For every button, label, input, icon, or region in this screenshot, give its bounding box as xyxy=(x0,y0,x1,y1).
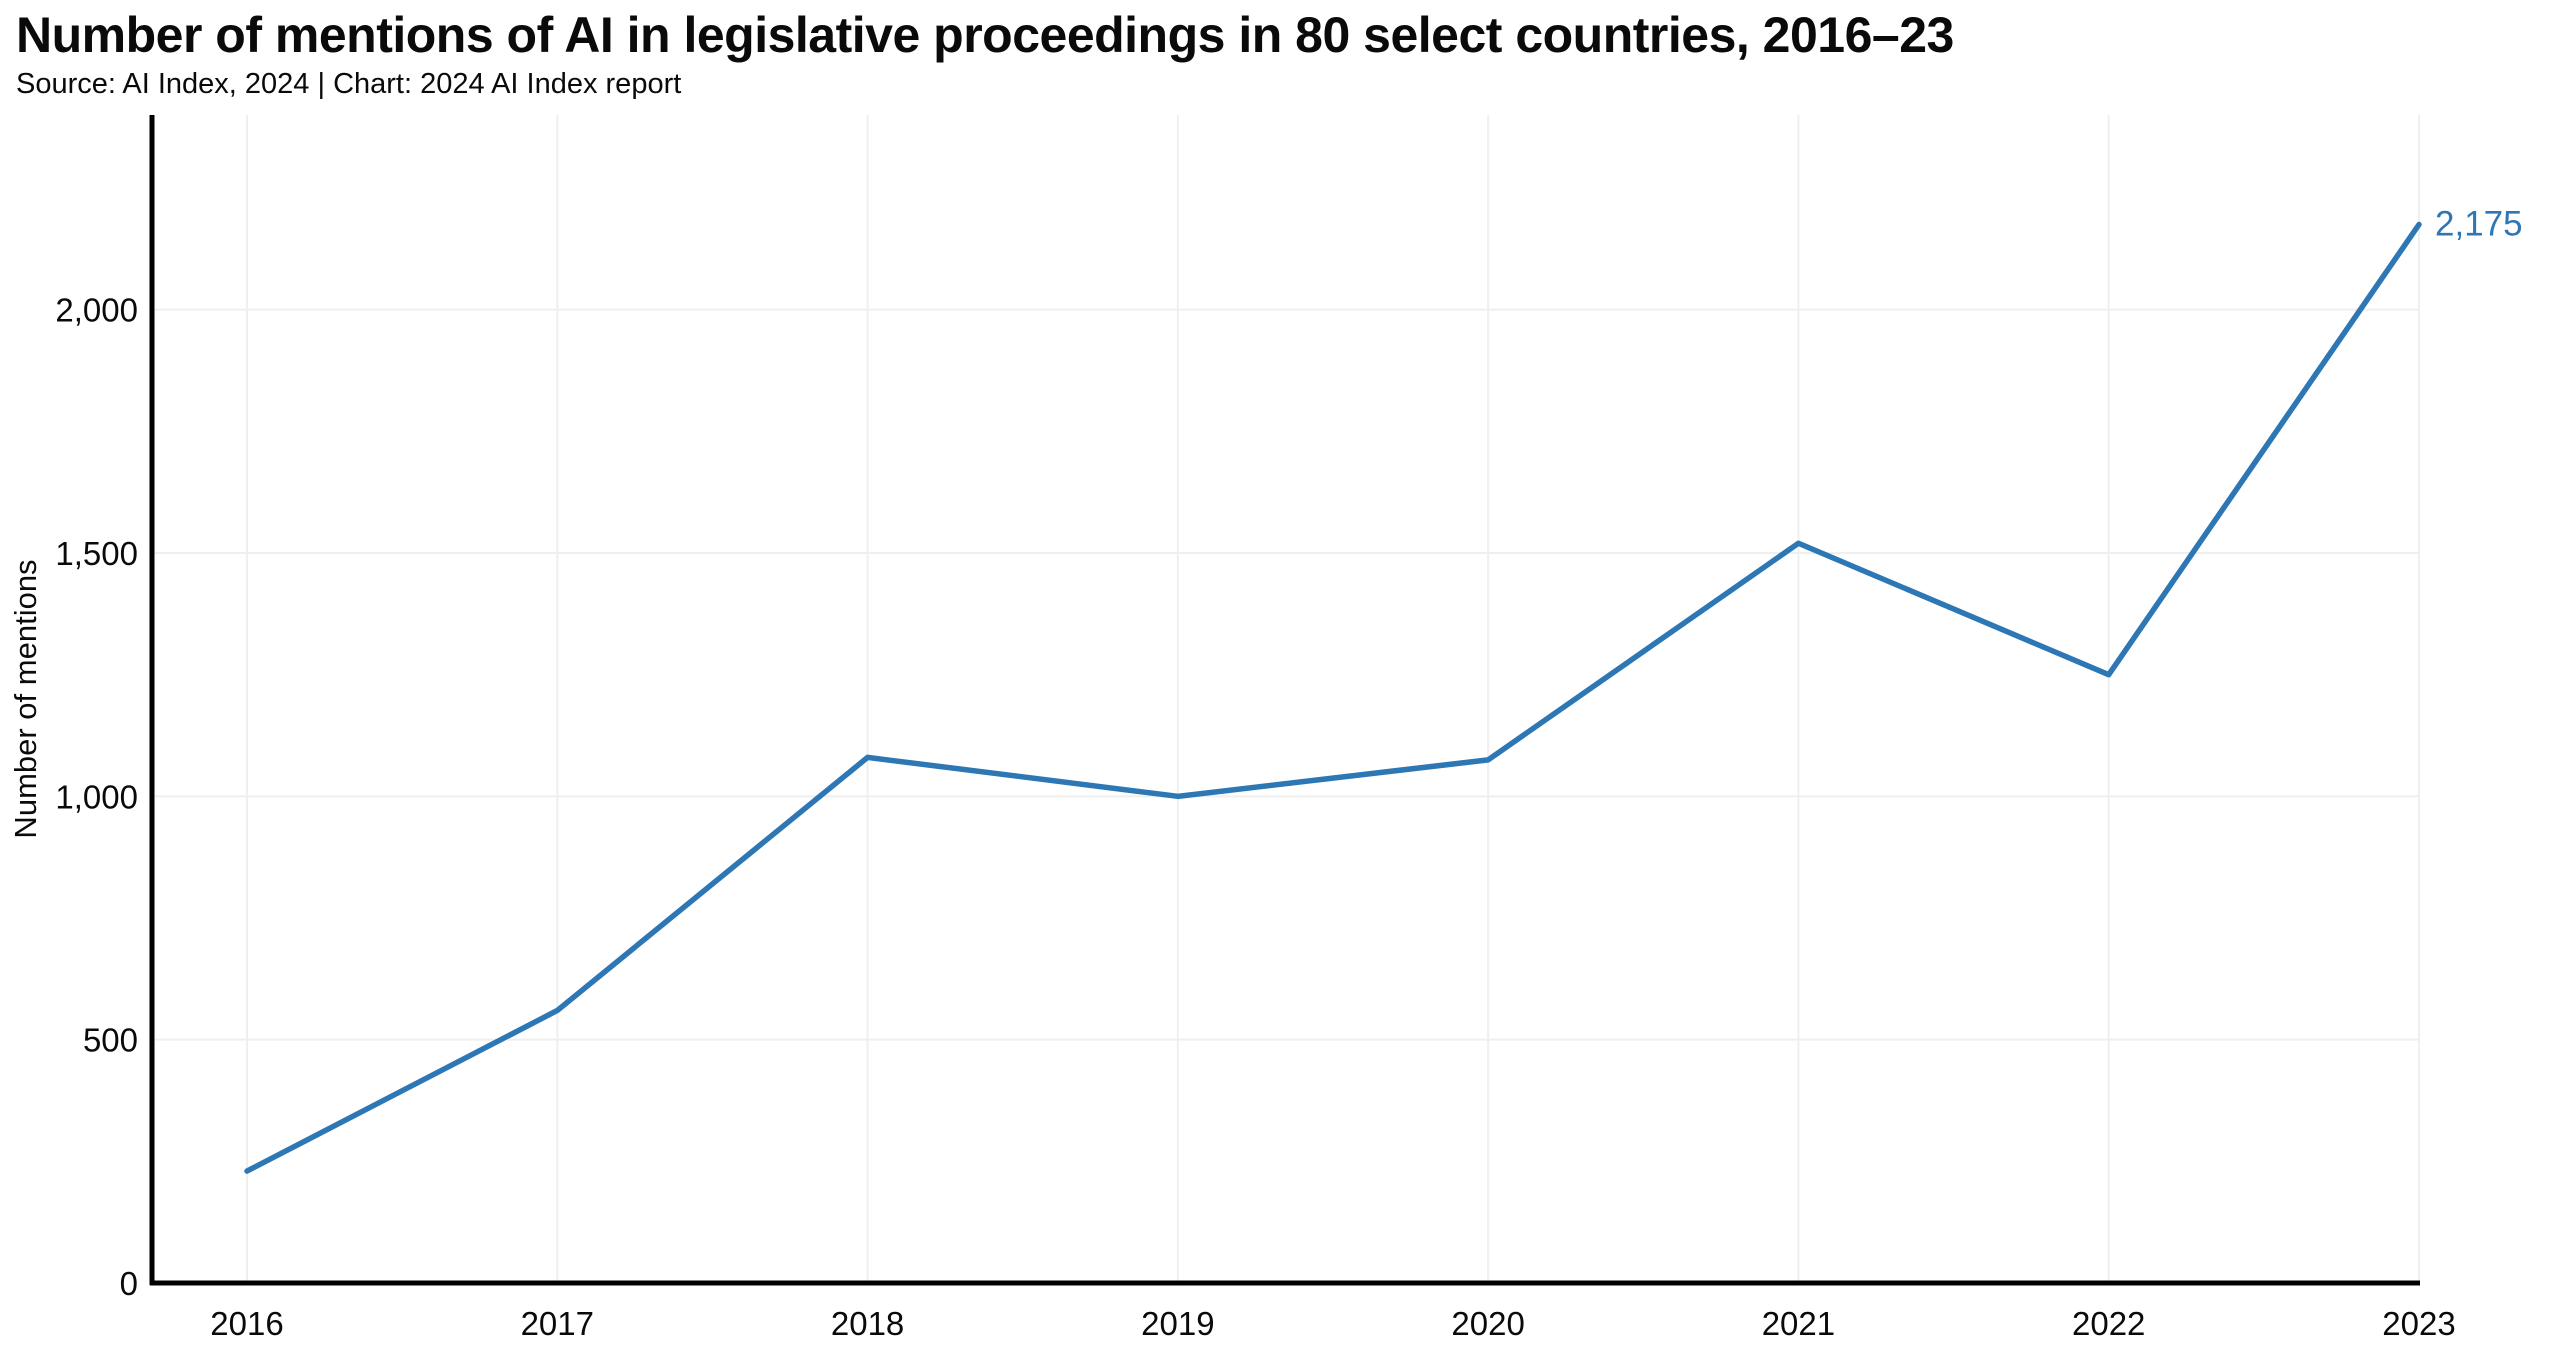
x-tick-label: 2019 xyxy=(1141,1305,1214,1342)
series-line xyxy=(244,221,2422,1174)
y-tick-label: 1,000 xyxy=(55,778,138,815)
x-tick-label: 2020 xyxy=(1451,1305,1524,1342)
end-value-label: 2,175 xyxy=(2435,205,2523,244)
y-tick-label: 2,000 xyxy=(55,292,138,329)
x-tick-label: 2023 xyxy=(2382,1305,2455,1342)
x-tick-label: 2022 xyxy=(2072,1305,2145,1342)
y-tick-label: 0 xyxy=(120,1265,138,1302)
chart-source-note: Source: AI Index, 2024 | Chart: 2024 AI … xyxy=(16,68,682,100)
x-tick-label: 2018 xyxy=(831,1305,904,1342)
x-tick-label: 2016 xyxy=(210,1305,283,1342)
x-tick-label: 2021 xyxy=(1762,1305,1835,1342)
x-tick-label: 2017 xyxy=(521,1305,594,1342)
y-tick-label: 500 xyxy=(83,1022,138,1059)
y-axis-title: Number of mentions xyxy=(8,559,43,838)
y-tick-label: 1,500 xyxy=(55,535,138,572)
chart-title: Number of mentions of AI in legislative … xyxy=(16,7,1954,63)
